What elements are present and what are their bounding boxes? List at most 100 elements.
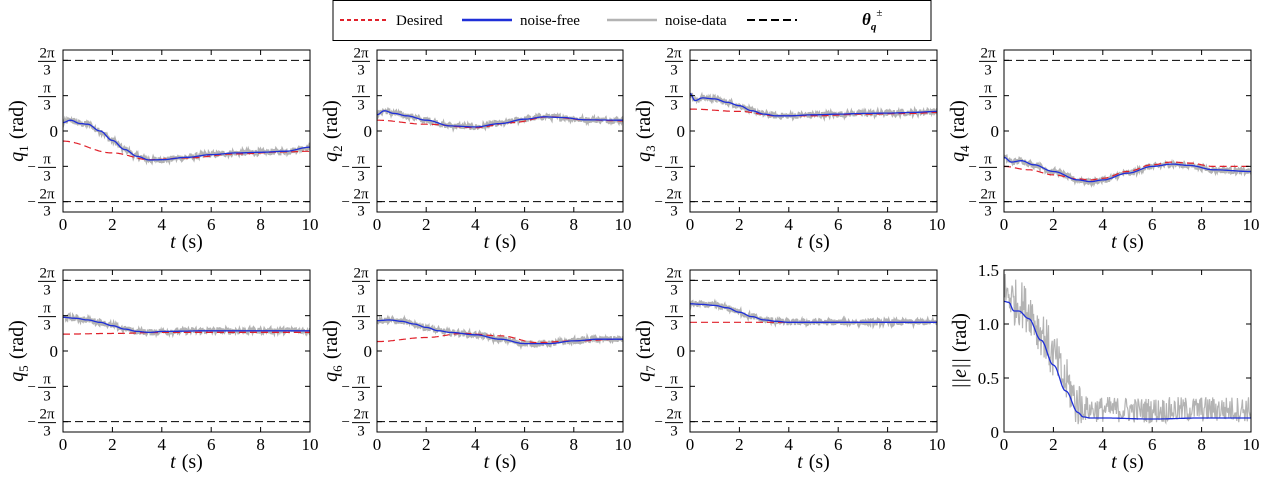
y-tick-sign-q2-3: − xyxy=(342,159,350,175)
y-tick-label-q3-2: 0 xyxy=(677,122,686,141)
y-tick-num-q5-0: 2π xyxy=(39,265,55,281)
x-tick-label-q1-0: 0 xyxy=(59,215,68,234)
series-noise-free-q7 xyxy=(690,303,937,323)
y-tick-num-q6-4: 2π xyxy=(353,407,369,423)
y-tick-den-q6-1: 3 xyxy=(357,318,365,334)
x-axis-var: t xyxy=(1111,451,1117,473)
y-tick-sign-q6-4: − xyxy=(342,415,350,431)
y-tick-den-q5-1: 3 xyxy=(43,318,51,334)
series-desired-q1 xyxy=(63,140,310,161)
y-tick-sign-q5-4: − xyxy=(28,415,36,431)
y-tick-label-e-3: 0 xyxy=(991,423,1000,442)
y-tick-sign-q1-4: − xyxy=(28,195,36,211)
x-axis-unit: (s) xyxy=(1123,231,1144,253)
x-tick-label-q5-8: 8 xyxy=(256,435,265,454)
plot-area-q1 xyxy=(63,115,310,166)
y-axis-unit: (rad) xyxy=(320,100,342,139)
y-tick-label-q5-2: 0 xyxy=(50,342,59,361)
x-tick-label-q2-8: 8 xyxy=(570,215,579,234)
y-tick-den-q1-1: 3 xyxy=(43,98,51,114)
x-axis-var: t xyxy=(484,451,490,473)
y-tick-den-q3-3: 3 xyxy=(670,168,678,184)
x-tick-label-e-8: 8 xyxy=(1197,435,1206,454)
y-tick-den-q6-4: 3 xyxy=(357,424,365,440)
x-tick-label-q2-0: 0 xyxy=(373,215,382,234)
y-tick-den-q1-0: 3 xyxy=(43,62,51,78)
plot-area-q7 xyxy=(690,298,937,330)
series-noise-free-q1 xyxy=(63,119,310,161)
y-tick-num-q3-1: π xyxy=(670,81,678,97)
x-tick-label-q3-4: 4 xyxy=(785,215,794,234)
y-tick-num-q4-3: π xyxy=(984,151,992,167)
y-axis-unit: (rad) xyxy=(947,100,969,139)
x-axis-label-q2: t (s) xyxy=(484,231,517,253)
y-axis-var: q xyxy=(6,372,28,382)
series-desired-q3 xyxy=(690,108,937,117)
y-axis-var: q xyxy=(633,372,655,382)
y-tick-den-q5-4: 3 xyxy=(43,424,51,440)
series-noise-free-q4 xyxy=(1004,156,1251,183)
y-axis-label-q1: q1 (rad) xyxy=(6,100,31,162)
y-tick-num-q6-3: π xyxy=(357,371,365,387)
x-tick-label-e-10: 10 xyxy=(1243,435,1260,454)
x-tick-label-q3-6: 6 xyxy=(834,215,843,234)
y-axis-sub: 3 xyxy=(643,145,658,152)
x-tick-label-q1-10: 10 xyxy=(302,215,319,234)
axes-box-q3 xyxy=(689,49,938,213)
y-tick-label-e-1: 1.0 xyxy=(978,315,999,334)
y-tick-num-q7-1: π xyxy=(670,301,678,317)
y-axis-label-q2: q2 (rad) xyxy=(320,100,345,162)
y-tick-num-q4-0: 2π xyxy=(980,45,996,61)
x-tick-label-q7-4: 4 xyxy=(785,435,794,454)
legend-label-1: noise-free xyxy=(520,13,580,29)
legend-theta-sub: q xyxy=(871,21,877,33)
y-tick-label-q7-2: 0 xyxy=(677,342,686,361)
axes-box-e xyxy=(1003,269,1252,433)
x-axis-var: t xyxy=(1111,231,1117,253)
y-axis-unit: (rad) xyxy=(6,320,28,359)
y-axis-unit: (rad) xyxy=(6,100,28,139)
y-tick-sign-q4-3: − xyxy=(969,159,977,175)
y-tick-den-q4-4: 3 xyxy=(984,204,992,220)
x-axis-unit: (s) xyxy=(809,231,830,253)
x-tick-label-q1-4: 4 xyxy=(158,215,167,234)
x-axis-label-q5: t (s) xyxy=(170,451,203,473)
y-tick-sign-q7-4: − xyxy=(655,415,663,431)
x-tick-label-q5-0: 0 xyxy=(59,435,68,454)
x-tick-label-q1-6: 6 xyxy=(207,215,216,234)
x-axis-var: t xyxy=(797,451,803,473)
y-tick-label-q1-2: 0 xyxy=(50,122,59,141)
x-tick-label-q4-10: 10 xyxy=(1243,215,1260,234)
x-axis-unit: (s) xyxy=(495,231,516,253)
y-tick-num-q5-4: 2π xyxy=(39,407,55,423)
plot-area-q5 xyxy=(63,311,310,339)
y-tick-den-q7-1: 3 xyxy=(670,318,678,334)
x-axis-label-q1: t (s) xyxy=(170,231,203,253)
x-tick-label-q7-10: 10 xyxy=(929,435,946,454)
y-tick-num-q3-4: 2π xyxy=(666,187,682,203)
y-tick-num-q2-0: 2π xyxy=(353,45,369,61)
series-desired-q6 xyxy=(377,332,623,344)
y-tick-label-e-0: 1.5 xyxy=(978,261,999,280)
x-axis-unit: (s) xyxy=(182,451,203,473)
y-tick-num-q3-0: 2π xyxy=(666,45,682,61)
y-tick-num-q1-4: 2π xyxy=(39,187,55,203)
x-tick-label-q6-10: 10 xyxy=(615,435,632,454)
y-tick-den-q7-4: 3 xyxy=(670,424,678,440)
series-desired-q4 xyxy=(1004,161,1251,181)
y-axis-unit: (rad) xyxy=(320,320,342,359)
y-tick-den-q2-1: 3 xyxy=(357,98,365,114)
y-tick-sign-q7-3: − xyxy=(655,379,663,395)
x-tick-label-q2-4: 4 xyxy=(471,215,480,234)
y-tick-sign-q3-4: − xyxy=(655,195,663,211)
x-tick-label-q3-8: 8 xyxy=(883,215,892,234)
x-tick-label-q6-0: 0 xyxy=(373,435,382,454)
series-noise-free-e xyxy=(1004,300,1251,420)
x-tick-label-q4-8: 8 xyxy=(1197,215,1206,234)
y-tick-den-q6-3: 3 xyxy=(357,388,365,404)
